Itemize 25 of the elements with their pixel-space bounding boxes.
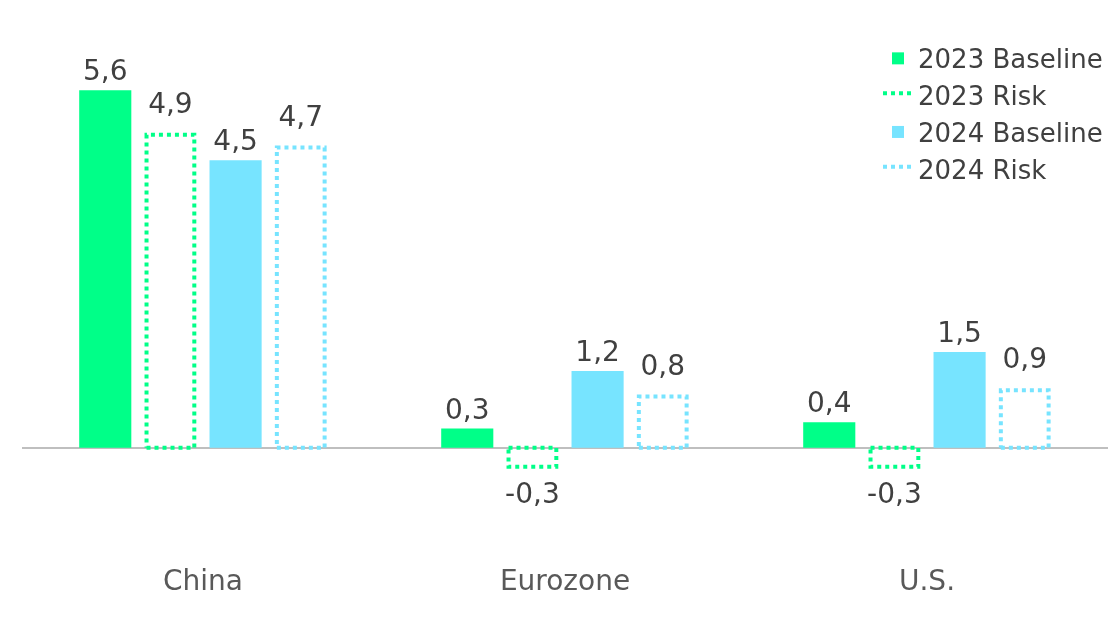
bar bbox=[209, 160, 262, 448]
bar bbox=[79, 90, 132, 448]
data-label: 0,9 bbox=[1002, 342, 1048, 376]
data-label: 1,5 bbox=[937, 315, 982, 349]
bar bbox=[933, 351, 986, 448]
bar bbox=[803, 422, 856, 448]
legend-label: 2023 Baseline bbox=[918, 44, 1103, 75]
x-tick-label: Eurozone bbox=[499, 564, 631, 597]
bar bbox=[441, 428, 494, 448]
data-label: 4,5 bbox=[213, 124, 258, 158]
data-label: 0,8 bbox=[640, 348, 686, 382]
x-tick-label: U.S. bbox=[898, 564, 956, 597]
data-label: 5,6 bbox=[82, 54, 128, 88]
legend-label: 2024 Risk bbox=[918, 154, 1047, 185]
bar bbox=[571, 371, 624, 448]
legend-label: 2024 Baseline bbox=[918, 118, 1103, 149]
data-label: 0,4 bbox=[806, 386, 852, 420]
legend-label: 2023 Risk bbox=[918, 81, 1047, 112]
data-label: 4,7 bbox=[278, 99, 324, 133]
data-label: 4,9 bbox=[148, 86, 193, 120]
data-label: 0,3 bbox=[444, 392, 490, 426]
data-label: 1,2 bbox=[575, 335, 620, 369]
data-label: -0,3 bbox=[505, 476, 560, 510]
data-label: -0,3 bbox=[867, 476, 922, 510]
x-tick-label: China bbox=[163, 564, 243, 597]
